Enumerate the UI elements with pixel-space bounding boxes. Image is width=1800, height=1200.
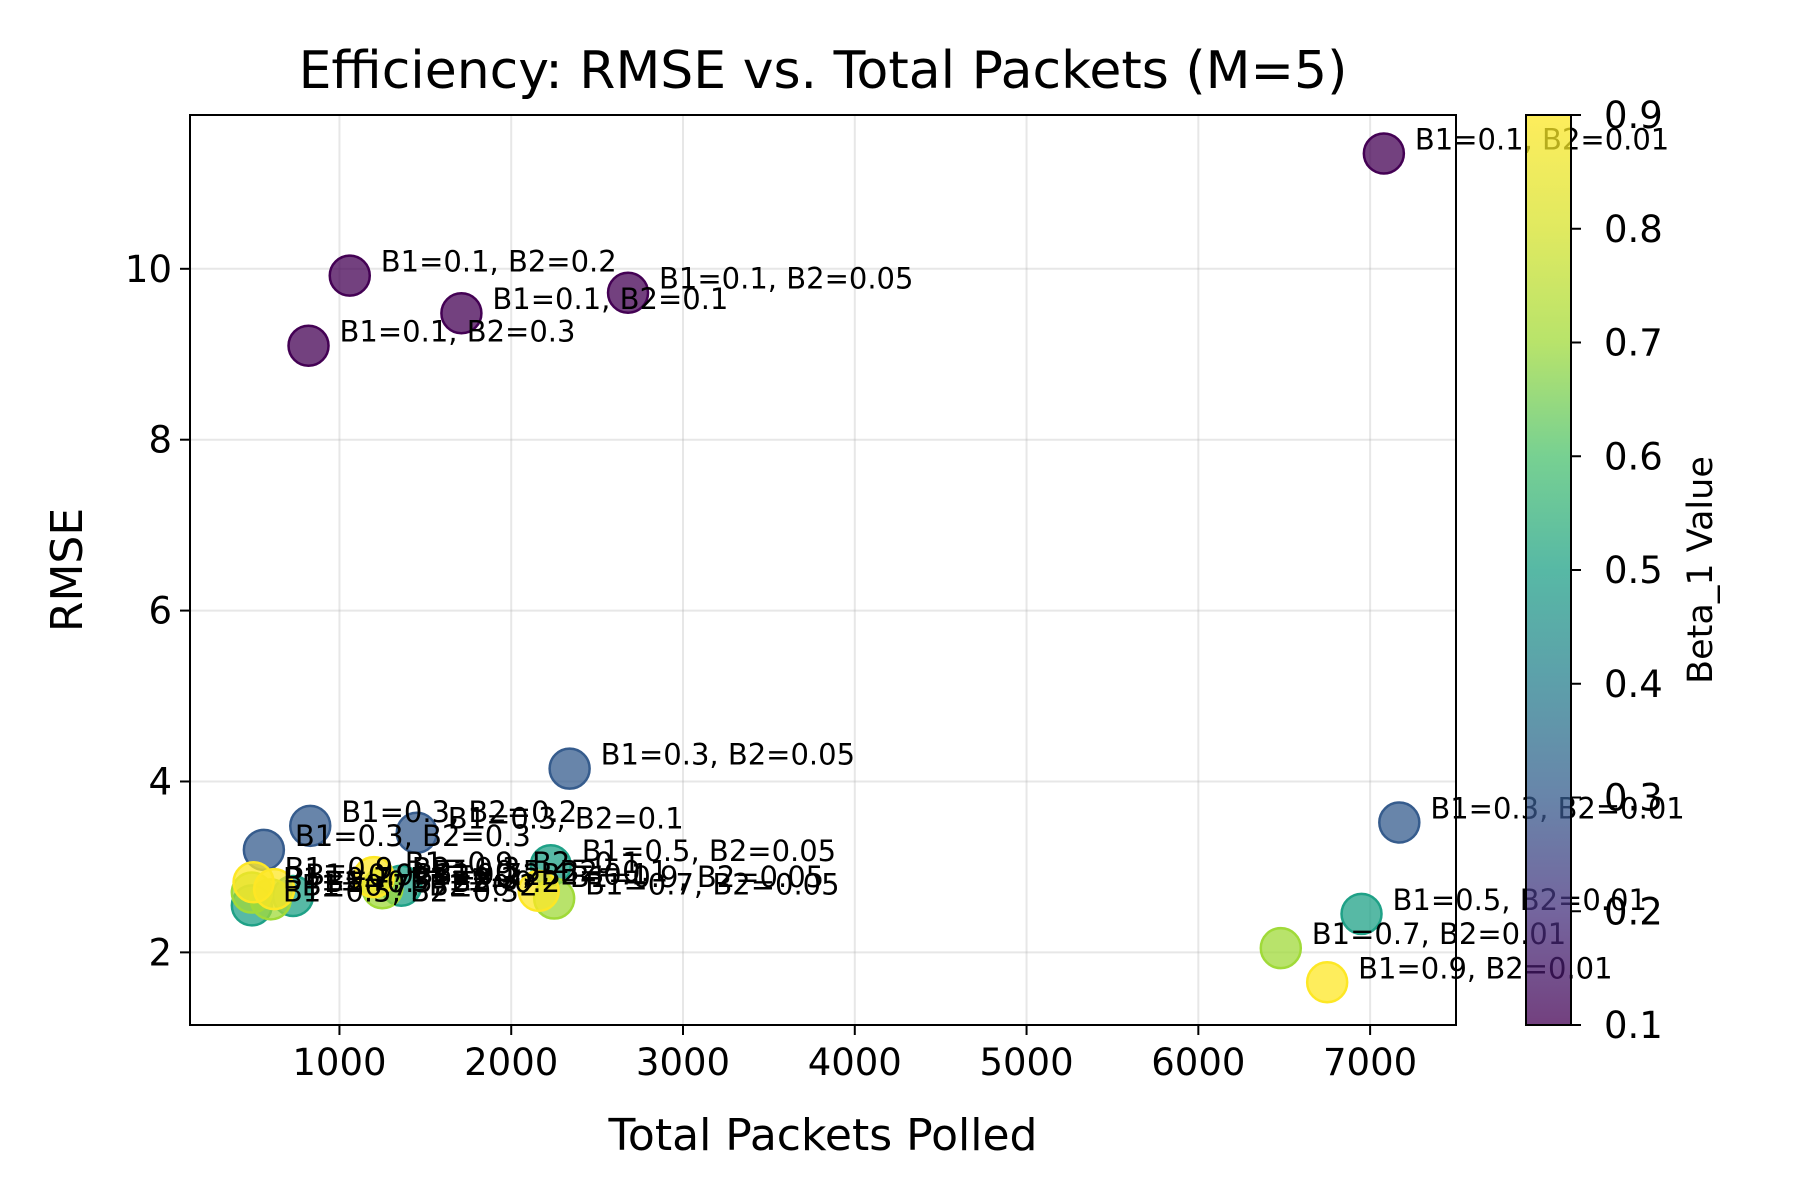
point-label: B1=0.3, B2=0.1 [448, 802, 684, 836]
point-label: B1=0.3, B2=0.05 [601, 738, 855, 772]
x-tick-label: 6000 [1151, 1041, 1245, 1084]
scatter-point [287, 324, 330, 367]
point-label: B1=0.5, B2=0.01 [1393, 883, 1647, 917]
x-tick-label: 5000 [979, 1041, 1073, 1084]
point-label: B1=0.9, B2=0.1 [405, 846, 641, 880]
point-label: B1=0.9, B2=0.2 [305, 858, 541, 892]
point-label: B1=0.1, B2=0.3 [340, 315, 576, 349]
plot-area [230, 132, 1421, 1004]
point-label: B1=0.1, B2=0.1 [492, 282, 728, 316]
y-axis-label: RMSE [42, 508, 93, 632]
point-label: B1=0.7, B2=0.1 [413, 857, 649, 891]
point-label: B1=0.9, B2=0.3 [285, 851, 521, 885]
point-label: B1=0.9, B2=0.01 [1358, 951, 1612, 985]
grid [190, 115, 1456, 1025]
x-axis: 1000 2000 3000 4000 5000 6000 7000 [292, 1025, 1417, 1084]
scatter-point [1305, 961, 1349, 1004]
point-label: B1=0.7, B2=0.01 [1312, 917, 1566, 951]
y-tick-label: 6 [148, 590, 172, 633]
scatter-point [328, 254, 372, 297]
scatter-point [606, 271, 650, 314]
colorbar-tick-label: 0.4 [1604, 663, 1663, 706]
x-tick-label: 3000 [636, 1041, 730, 1084]
point-label: B1=0.9, B2=0.05 [570, 860, 824, 894]
scatter-point [440, 291, 483, 335]
scatter-point [1259, 926, 1303, 970]
scatter-point [548, 747, 591, 790]
colorbar-tick-label: 0.8 [1604, 208, 1663, 251]
x-axis-label: Total Packets Polled [608, 1110, 1038, 1161]
scatter-point [232, 861, 275, 904]
scatter-point [1362, 132, 1406, 175]
point-label: B1=0.1, B2=0.2 [381, 245, 617, 279]
colorbar-gradient [1526, 115, 1571, 1025]
scatter-point [352, 855, 396, 899]
plot-frame [189, 114, 1457, 1026]
colorbar-tick-label: 0.3 [1604, 777, 1663, 820]
point-label: B1=0.5, B2=0.05 [582, 834, 836, 868]
scatter-point [1378, 801, 1421, 844]
x-tick-label: 1000 [292, 1041, 386, 1084]
point-label: B1=0.1, B2=0.05 [659, 262, 913, 296]
point-label: B1=0.3, B2=0.2 [341, 795, 577, 829]
y-tick-label: 8 [148, 419, 172, 462]
scatter-point [1340, 892, 1383, 936]
chart-title: Efficiency: RMSE vs. Total Packets (M=5) [299, 41, 1348, 101]
colorbar-tick-label: 0.7 [1604, 322, 1663, 365]
colorbar-tick-label: 0.2 [1604, 890, 1663, 933]
colorbar-tick-label: 0.1 [1604, 1004, 1663, 1047]
x-tick-label: 4000 [808, 1041, 902, 1084]
point-label: B1=0.5, B2=0.1 [432, 855, 668, 889]
x-tick-label: 7000 [1323, 1041, 1417, 1084]
y-axis: 2 4 6 8 10 [125, 248, 190, 974]
y-tick-label: 2 [148, 931, 172, 974]
point-label: B1=0.5, B2=0.3 [283, 874, 519, 908]
colorbar-tick-label: 0.5 [1604, 549, 1663, 592]
colorbar-label: Beta_1 Value [1681, 456, 1721, 684]
point-label: B1=0.7, B2=0.3 [283, 862, 519, 896]
colorbar: 0.1 0.2 0.3 0.4 0.5 0.6 0.7 0.8 0.9 Beta_1 Value [1525, 94, 1721, 1047]
colorbar-tick-label: 0.9 [1604, 94, 1663, 137]
point-label: B1=0.7, B2=0.05 [585, 868, 839, 902]
scatter-point [288, 804, 332, 848]
point-label: B1=0.5, B2=0.2 [324, 865, 560, 899]
scatter-point [517, 869, 560, 913]
y-tick-label: 4 [148, 760, 172, 803]
point-label: B1=0.3, B2=0.3 [295, 819, 531, 853]
scatter-point [395, 811, 438, 854]
x-tick-label: 2000 [464, 1041, 558, 1084]
y-tick-label: 10 [125, 248, 172, 291]
point-label: B1=0.7, B2=0.2 [302, 868, 538, 902]
scatter-points [230, 132, 1421, 1004]
colorbar-ticks: 0.1 0.2 0.3 0.4 0.5 0.6 0.7 0.8 0.9 [1571, 94, 1663, 1047]
colorbar-tick-label: 0.6 [1604, 435, 1663, 478]
